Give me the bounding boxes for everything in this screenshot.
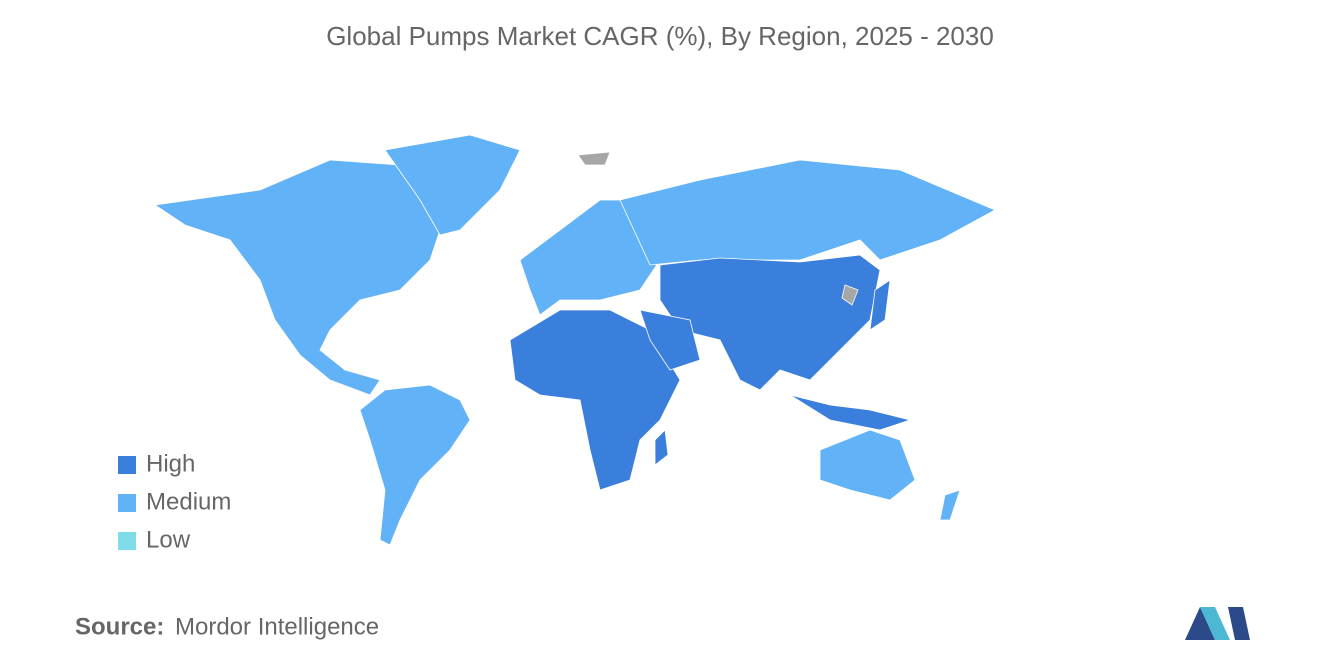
africa bbox=[509, 309, 681, 491]
source-text: Mordor Intelligence bbox=[175, 613, 379, 640]
legend: High Medium Low bbox=[118, 450, 231, 553]
legend-label: Medium bbox=[146, 488, 231, 515]
legend-label: High bbox=[146, 450, 195, 477]
japan bbox=[869, 279, 891, 331]
south-america bbox=[359, 384, 471, 546]
legend-swatch bbox=[118, 456, 136, 474]
australia bbox=[819, 429, 916, 501]
middle-east bbox=[639, 309, 701, 371]
legend-label: Low bbox=[146, 526, 191, 553]
russia bbox=[619, 159, 996, 266]
asia bbox=[659, 254, 881, 391]
southeast-asia bbox=[789, 394, 912, 431]
korea bbox=[841, 284, 859, 306]
legend-swatch bbox=[118, 532, 136, 550]
madagascar bbox=[654, 429, 669, 466]
greenland bbox=[384, 134, 521, 236]
svalbard bbox=[577, 151, 611, 166]
north-america bbox=[153, 159, 441, 396]
map-title: Global Pumps Market CAGR (%), By Region,… bbox=[326, 21, 994, 51]
legend-swatch bbox=[118, 494, 136, 512]
logo bbox=[1185, 607, 1250, 640]
europe bbox=[519, 199, 661, 316]
world-map bbox=[153, 134, 996, 546]
source-label: Source: bbox=[75, 613, 164, 640]
new-zealand bbox=[939, 489, 961, 521]
